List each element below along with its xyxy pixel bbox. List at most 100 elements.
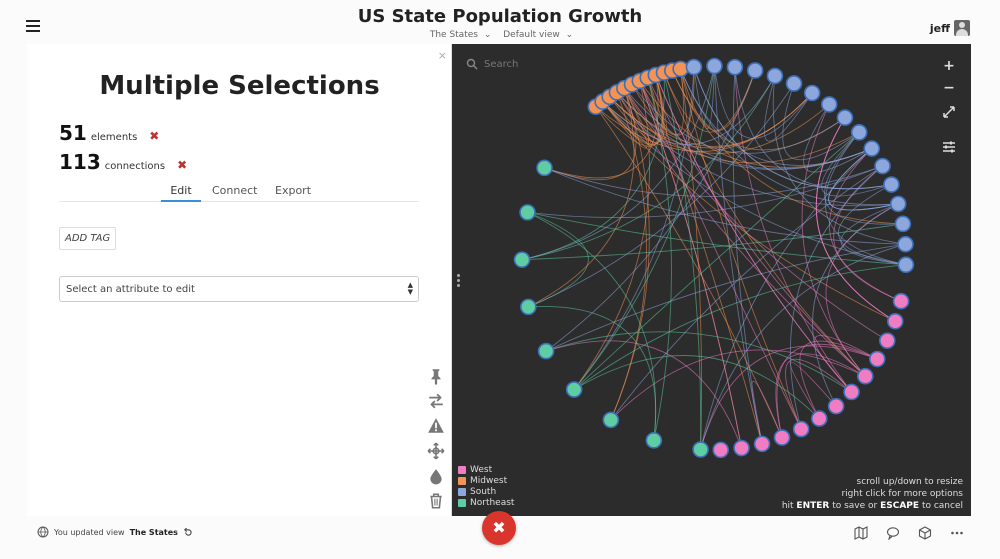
- graph-node-northeast[interactable]: [645, 432, 663, 449]
- connection-edge[interactable]: [573, 67, 695, 390]
- graph-node-south[interactable]: [766, 67, 784, 85]
- warning-icon[interactable]: [427, 417, 445, 435]
- connection-edge[interactable]: [789, 165, 883, 430]
- connection-edge[interactable]: [610, 92, 647, 421]
- trash-icon[interactable]: [427, 492, 445, 510]
- connection-edge[interactable]: [821, 132, 892, 197]
- connection-edge[interactable]: [610, 349, 866, 421]
- connection-edge[interactable]: [545, 70, 756, 352]
- connection-edge[interactable]: [803, 104, 872, 173]
- globe-icon[interactable]: [37, 526, 49, 538]
- connection-edge[interactable]: [521, 223, 904, 261]
- graph-node-west[interactable]: [827, 397, 845, 415]
- connection-edge[interactable]: [521, 75, 776, 261]
- revert-icon[interactable]: [183, 527, 192, 537]
- menu-icon[interactable]: [26, 20, 40, 32]
- graph-node-west[interactable]: [712, 441, 730, 459]
- graph-node-south[interactable]: [894, 215, 912, 233]
- graph-node-south[interactable]: [746, 62, 764, 79]
- graph-node-northeast[interactable]: [565, 381, 583, 398]
- pin-icon[interactable]: [427, 367, 445, 385]
- connection-edge[interactable]: [772, 75, 906, 245]
- graph-node-northeast[interactable]: [537, 342, 555, 360]
- connection-edge[interactable]: [647, 77, 763, 445]
- graph-node-northeast[interactable]: [692, 441, 709, 458]
- connection-edge[interactable]: [528, 305, 657, 441]
- connection-edge[interactable]: [573, 264, 906, 390]
- graph-node-west[interactable]: [878, 332, 896, 349]
- connection-edge[interactable]: [545, 331, 852, 393]
- graph-node-south[interactable]: [863, 140, 881, 157]
- connection-edge[interactable]: [573, 132, 860, 390]
- clear-connections-icon[interactable]: ✖: [177, 158, 188, 172]
- graph-node-south[interactable]: [685, 58, 703, 76]
- graph-node-west[interactable]: [733, 439, 750, 457]
- connection-edge[interactable]: [782, 83, 860, 161]
- connection-edge[interactable]: [521, 65, 715, 261]
- graph-node-northeast[interactable]: [513, 251, 531, 268]
- zoom-in-button[interactable]: +: [943, 58, 955, 74]
- connection-edge[interactable]: [671, 70, 903, 225]
- connection-edge[interactable]: [602, 101, 830, 154]
- connection-edge[interactable]: [840, 203, 906, 266]
- connection-edge[interactable]: [544, 165, 883, 197]
- clear-elements-icon[interactable]: ✖: [149, 129, 160, 143]
- panel-resize-handle[interactable]: [457, 274, 461, 288]
- connection-edge[interactable]: [775, 353, 866, 438]
- graph-node-south[interactable]: [850, 124, 868, 141]
- connection-edge[interactable]: [609, 92, 813, 149]
- connection-edge[interactable]: [610, 165, 883, 421]
- graph-node-northeast[interactable]: [520, 298, 537, 316]
- connection-edge[interactable]: [624, 74, 668, 140]
- search-input[interactable]: [484, 56, 684, 72]
- cube-icon[interactable]: [918, 526, 932, 540]
- connection-edge[interactable]: [801, 104, 866, 377]
- graph-node-west[interactable]: [753, 435, 771, 453]
- drop-icon[interactable]: [427, 467, 445, 485]
- connection-edge[interactable]: [776, 343, 878, 438]
- connection-edge[interactable]: [639, 80, 872, 168]
- graph-node-south[interactable]: [874, 157, 891, 175]
- connection-edge[interactable]: [815, 117, 896, 322]
- graph-node-south[interactable]: [803, 84, 821, 102]
- connection-edge[interactable]: [624, 87, 888, 342]
- connection-edge[interactable]: [527, 211, 657, 441]
- connection-edge[interactable]: [647, 77, 866, 377]
- connection-edge[interactable]: [693, 66, 892, 190]
- connection-edge[interactable]: [700, 243, 906, 450]
- connection-edge[interactable]: [812, 203, 899, 407]
- view-selector[interactable]: The States ⌄: [429, 30, 492, 40]
- connection-edge[interactable]: [545, 243, 906, 352]
- tab-export[interactable]: Export: [275, 184, 312, 197]
- connection-edge[interactable]: [647, 77, 672, 441]
- graph-node-south[interactable]: [726, 58, 744, 76]
- graph-node-south[interactable]: [889, 195, 907, 213]
- connection-edge[interactable]: [734, 67, 852, 393]
- graph-node-south[interactable]: [820, 96, 838, 113]
- connection-edge[interactable]: [639, 68, 685, 135]
- connection-edge[interactable]: [680, 68, 802, 430]
- connection-edge[interactable]: [573, 355, 820, 419]
- graph-node-south[interactable]: [883, 176, 900, 193]
- map-icon[interactable]: [854, 526, 868, 540]
- graph-node-west[interactable]: [886, 313, 904, 330]
- graph-node-south[interactable]: [785, 75, 803, 92]
- connection-edge[interactable]: [785, 358, 852, 430]
- comment-icon[interactable]: [886, 526, 900, 540]
- connection-edge[interactable]: [828, 148, 899, 211]
- connection-edge[interactable]: [833, 165, 902, 302]
- connection-edge[interactable]: [700, 148, 873, 450]
- tab-connect[interactable]: Connect: [212, 184, 258, 197]
- graph-node-west[interactable]: [792, 420, 810, 438]
- more-icon[interactable]: [950, 526, 964, 540]
- connection-edge[interactable]: [663, 72, 866, 377]
- connection-edge[interactable]: [616, 92, 872, 171]
- network-graph[interactable]: [452, 44, 971, 516]
- avatar[interactable]: [954, 20, 970, 36]
- close-icon[interactable]: ×: [437, 49, 447, 62]
- connection-edge[interactable]: [527, 211, 589, 308]
- connection-edge[interactable]: [639, 80, 802, 430]
- zoom-out-button[interactable]: −: [943, 80, 955, 96]
- graph-node-northeast[interactable]: [602, 411, 620, 429]
- connection-edge[interactable]: [732, 67, 763, 444]
